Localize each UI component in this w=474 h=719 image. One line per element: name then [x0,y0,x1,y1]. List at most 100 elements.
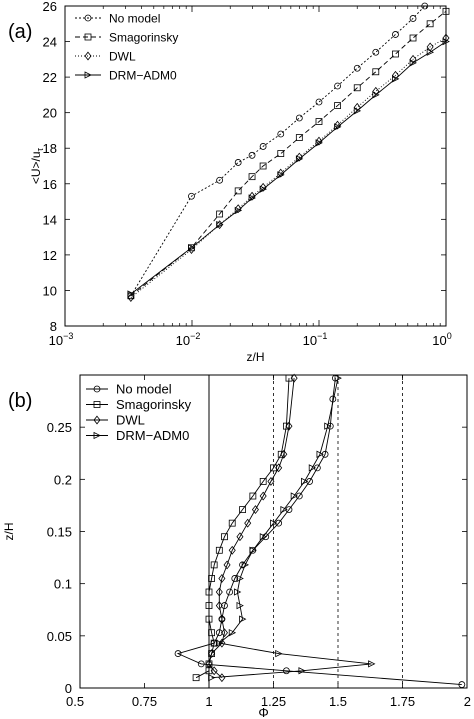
data-point [248,191,256,201]
legend-marker [93,401,101,408]
data-point [334,123,342,131]
data-point [290,373,298,383]
legend-label: Smagorinsky [116,397,192,412]
legend-a: No model Smagorinsky DWL DRM−ADM0 [75,11,178,82]
legend-marker [93,385,101,393]
series-diamond [205,373,298,683]
data-point [216,210,224,218]
x-tick-exponent: −1 [317,331,327,341]
data-point [226,588,234,596]
data-point [205,615,213,623]
data-point [234,206,243,215]
x-tick-base: 10 [176,333,190,348]
data-point [221,602,228,609]
x-tick-label: 2 [464,694,471,709]
legend-label: Smagorinsky [109,30,178,44]
data-point [192,674,200,682]
legend-marker [93,415,101,425]
data-point [315,118,323,125]
x-tick-base: 10 [303,333,317,348]
data-point [334,102,341,109]
series-triangle-right [208,374,376,682]
data-point [392,50,399,58]
data-point [208,629,215,637]
data-point [259,182,267,192]
x-tick-label: 10−3 [49,331,74,348]
data-point [324,422,332,430]
data-point [236,574,244,583]
data-point [315,139,323,147]
y-axis-label-subscript: τ [35,147,45,151]
x-tick-exponent: −2 [190,331,200,341]
data-point [197,660,205,668]
data-point [210,561,218,569]
x-tick-base: 10 [49,333,63,348]
x-tick-label: 0.75 [132,694,157,709]
y-axis-label-main: <U>/u [29,151,43,184]
y-tick-label: 10 [43,283,57,298]
data-point [259,491,267,501]
data-point [285,421,293,431]
data-point [426,20,434,28]
data-point [208,575,215,582]
data-point [228,519,236,527]
legend-label: No model [116,382,172,397]
y-axis-label: z/H [2,523,16,541]
data-point [244,518,252,528]
data-point [392,31,399,38]
data-point [334,374,342,382]
data-point [259,533,268,541]
data-point [234,187,242,195]
series-line [130,37,447,298]
data-point [205,588,213,596]
data-point [228,545,236,555]
data-point [275,649,283,658]
legend-marker [84,51,92,61]
data-point [295,152,303,162]
data-point [290,492,299,500]
data-point [216,176,224,184]
legend-label: DWL [109,49,136,63]
data-point [315,98,323,106]
data-point [280,505,288,514]
chart-a: 10−3 10−2 10−1 1008101214161820222426z/H<U>… [29,0,452,364]
x-axis-label: Φ [258,705,268,719]
data-point [241,561,250,569]
data-point [315,136,323,146]
series-square [192,374,293,682]
x-tick-exponent: 0 [447,331,452,341]
data-point [421,2,429,10]
y-tick-label: 0.15 [47,525,72,540]
series-circle [127,2,429,300]
data-point [248,173,256,181]
data-point [188,192,195,200]
data-point [392,75,400,83]
data-point [334,82,341,90]
series-line [130,41,447,295]
data-point [228,629,237,637]
data-point [372,91,380,99]
data-point [270,519,278,527]
y-axis-label: <U>/uτ [29,147,45,184]
data-point [249,492,257,500]
data-point [218,574,226,583]
data-point [236,601,244,610]
data-point [409,15,417,22]
data-point [259,478,267,485]
data-point [372,68,380,76]
data-point [239,506,246,513]
x-tick-label: 100 [432,331,451,348]
y-tick-label: 18 [43,141,57,156]
data-point [174,650,182,657]
data-point [308,464,317,472]
x-tick-base: 10 [432,333,446,348]
data-point [353,84,361,92]
data-point [215,601,223,611]
data-point [251,505,259,515]
data-point [458,681,466,688]
panel-label-a: (a) [8,21,32,43]
x-tick-label: 10−2 [176,331,201,348]
data-point [277,171,285,179]
